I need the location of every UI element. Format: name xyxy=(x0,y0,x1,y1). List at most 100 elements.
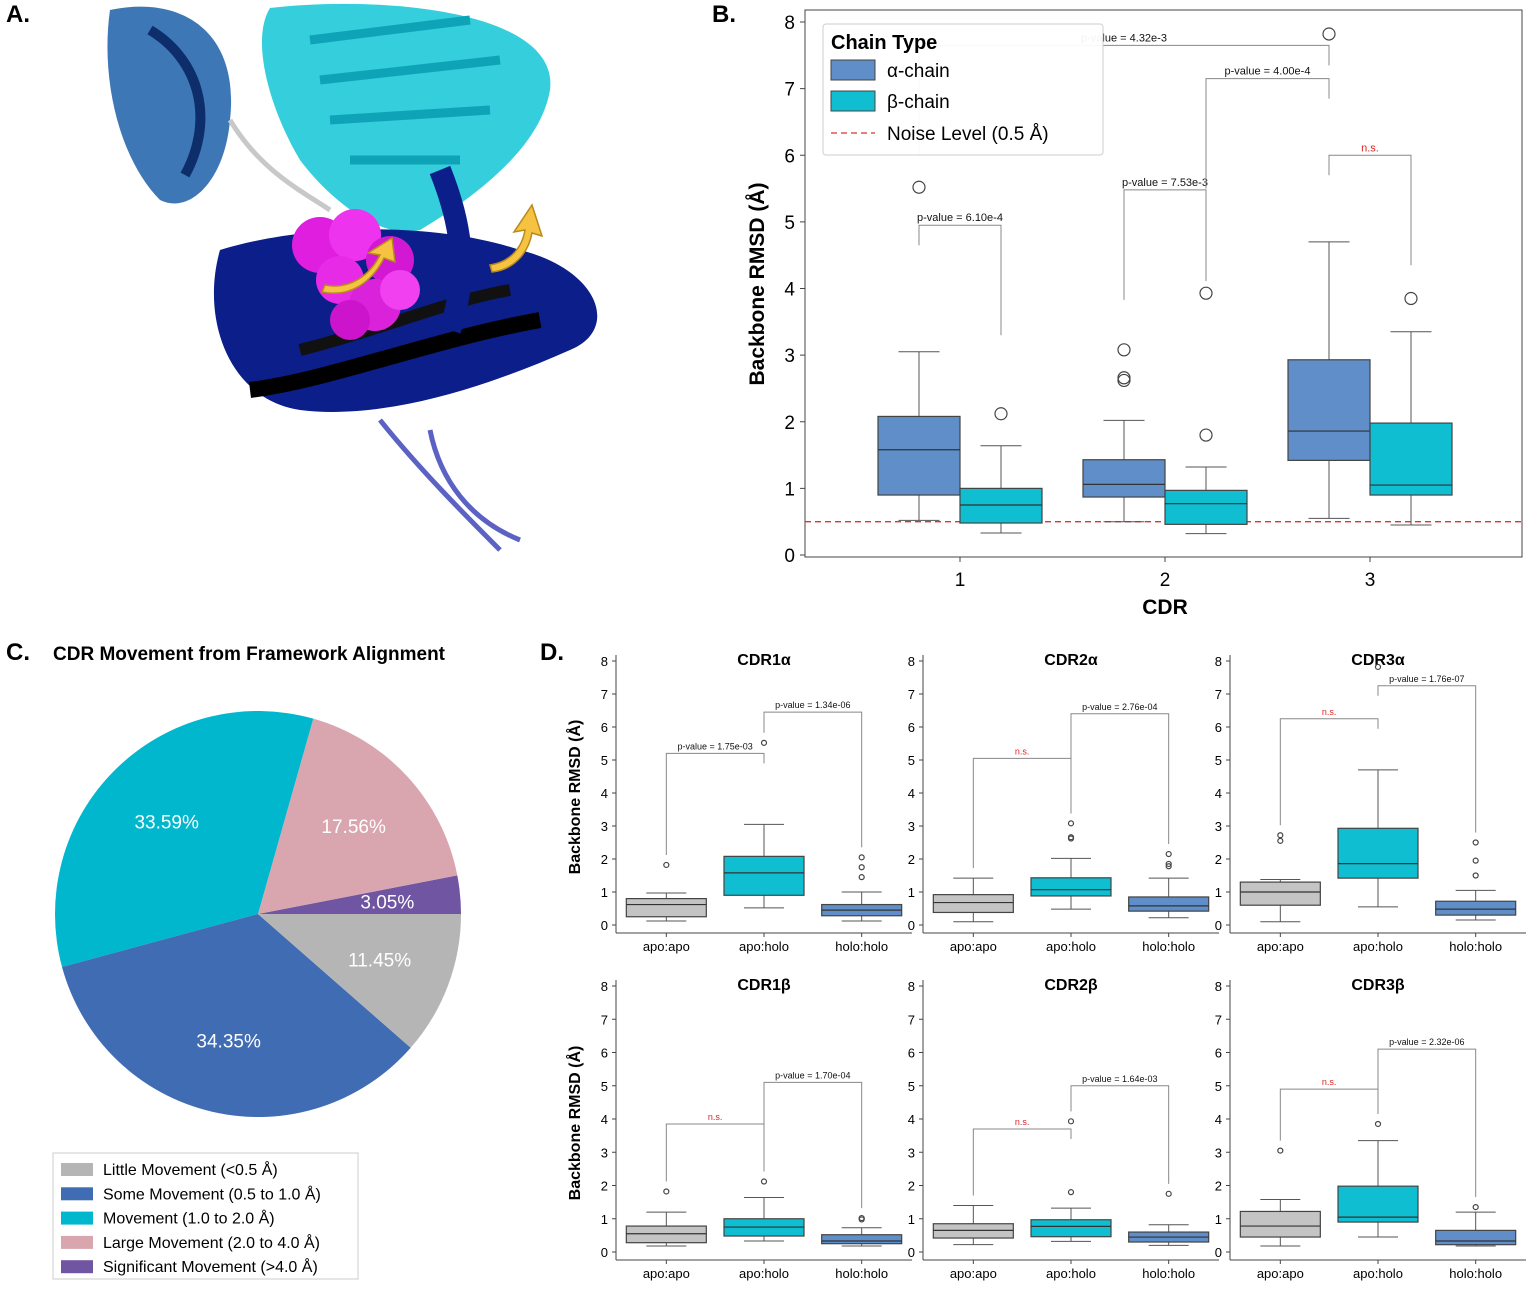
y-tick-label: 1 xyxy=(908,885,915,900)
box-apo-holo xyxy=(1030,1118,1112,1242)
box-iqr xyxy=(1369,422,1453,496)
pie-slice-2 xyxy=(55,710,314,967)
y-tick-label: 8 xyxy=(601,979,608,994)
pie-slice-4 xyxy=(258,875,461,914)
panel-b-chart: 0 1 2 3 4 5 6 7 8 1 2 3 CDR Backbone RMSD (Å) p-value … xyxy=(745,9,1523,619)
annotation-1-bracket xyxy=(1070,713,1170,845)
box-holo-holo xyxy=(1128,850,1210,919)
subplot-title: CDR1α xyxy=(737,652,791,669)
y-tick-label: 3 xyxy=(601,819,608,834)
y-tick-label: 5 xyxy=(601,753,608,768)
y-tick-label: 4 xyxy=(1215,1112,1222,1127)
subplot-title: CDR2β xyxy=(1044,977,1098,994)
box-outlier xyxy=(1067,834,1075,841)
x-tick-label: 3 xyxy=(1365,570,1376,591)
y-tick-label: 3 xyxy=(1215,1145,1222,1160)
x-tick-label: apo:apo xyxy=(950,1266,997,1281)
pie-slice-0 xyxy=(258,914,461,1048)
pie-legend-swatch-0 xyxy=(61,1163,93,1176)
box-beta-cdr1 xyxy=(959,407,1043,534)
y-axis-title: Backbone RMSD (Å) xyxy=(565,720,584,875)
y-tick-label: 2 xyxy=(601,1179,608,1194)
x-tick-label: apo:apo xyxy=(1257,1266,1304,1281)
y-axis-title: Backbone RMSD (Å) xyxy=(745,182,769,385)
y-tick-label: 7 xyxy=(1215,1012,1222,1027)
y-tick-label: 1 xyxy=(601,885,608,900)
box-apo-apo xyxy=(932,1204,1014,1246)
box-outlier xyxy=(1472,872,1479,879)
box-iqr xyxy=(1435,1229,1517,1246)
legend-label-alpha: α-chain xyxy=(887,61,950,82)
box-iqr xyxy=(625,897,707,918)
annotation-0-label: n.s. xyxy=(1322,1077,1337,1087)
annotation-0-label: n.s. xyxy=(708,1112,723,1122)
box-iqr xyxy=(1287,359,1371,461)
box-outlier xyxy=(858,854,865,861)
box-apo-apo xyxy=(625,1188,707,1247)
subplot-3: 0 1 2 3 4 5 6 7 8 apo:apo apo:holo holo:holo CDR1β n.… xyxy=(565,977,912,1281)
box-iqr xyxy=(959,487,1043,524)
y-tick-label: 6 xyxy=(784,146,795,167)
y-tick-label: 7 xyxy=(601,687,608,702)
x-tick-label: holo:holo xyxy=(835,1266,888,1281)
box-outlier xyxy=(1117,371,1131,385)
box-outlier xyxy=(1199,428,1213,442)
legend-box xyxy=(822,23,1104,156)
y-tick-label: 2 xyxy=(1215,1179,1222,1194)
box-iqr xyxy=(1239,1210,1321,1238)
x-tick-label: apo:apo xyxy=(950,939,997,954)
legend-label-beta: β-chain xyxy=(887,92,950,113)
y-tick-label: 5 xyxy=(1215,1079,1222,1094)
box-outlier xyxy=(1374,1120,1382,1128)
y-tick-label: 3 xyxy=(601,1145,608,1160)
box-outlier xyxy=(1165,1190,1172,1197)
legend-swatch-alpha xyxy=(830,59,876,81)
y-tick-label: 5 xyxy=(784,213,795,234)
pie-title: CDR Movement from Framework Alignment xyxy=(53,644,446,665)
annotation-1-label: p-value = 1.70e-04 xyxy=(775,1070,850,1080)
box-outlier xyxy=(760,739,768,746)
box-apo-holo xyxy=(1337,1120,1419,1238)
box-iqr xyxy=(1030,1219,1112,1238)
beta-strands xyxy=(309,15,501,165)
box-outlier xyxy=(858,864,865,871)
annotation-1-bracket xyxy=(1123,189,1207,300)
y-axis-title: Backbone RMSD (Å) xyxy=(565,1046,584,1201)
pie-legend-swatch-3 xyxy=(61,1235,93,1249)
box-iqr xyxy=(821,1234,903,1245)
y-tick-label: 4 xyxy=(601,1112,608,1127)
y-tick-label: 1 xyxy=(601,1212,608,1227)
box-iqr xyxy=(1337,1185,1419,1223)
x-tick-label: apo:holo xyxy=(1046,1266,1096,1281)
box-outlier xyxy=(1117,373,1131,388)
y-tick-label: 4 xyxy=(601,786,608,801)
pie-label-3: 17.56% xyxy=(321,817,386,838)
panel-label-a: A. xyxy=(6,1,30,28)
annotation-1-label: p-value = 7.53e-3 xyxy=(1122,177,1208,189)
annotation-1-label: p-value = 2.32e-06 xyxy=(1389,1037,1464,1047)
box-holo-holo xyxy=(821,854,903,922)
x-tick-label: apo:holo xyxy=(1353,939,1403,954)
y-tick-label: 3 xyxy=(1215,819,1222,834)
box-iqr xyxy=(1164,489,1248,525)
y-tick-label: 2 xyxy=(601,852,608,867)
y-tick-label: 0 xyxy=(601,918,608,933)
y-tick-label: 7 xyxy=(1215,687,1222,702)
box-iqr xyxy=(1435,900,1517,916)
pie-legend-label-2: Movement (1.0 to 2.0 Å) xyxy=(103,1209,275,1228)
subplot-0: 0 1 2 3 4 5 6 7 8 apo:apo apo:holo holo:holo CDR1α p-… xyxy=(565,652,912,954)
box-outlier xyxy=(663,1188,670,1195)
box-apo-apo xyxy=(625,861,707,922)
legend: Chain Type α-chain β-chain Noise Level (0.5… xyxy=(822,23,1104,156)
box-outlier xyxy=(1067,1118,1075,1125)
pie-legend-label-4: Significant Movement (>4.0 Å) xyxy=(103,1257,318,1276)
box-outlier xyxy=(1165,850,1172,858)
box-outlier xyxy=(1472,839,1479,846)
y-tick-label: 8 xyxy=(784,13,795,34)
annotation-0-label: p-value = 1.75e-03 xyxy=(678,741,753,751)
x-tick-label: 1 xyxy=(955,570,966,591)
pie-slice-3 xyxy=(258,718,458,914)
box-outlier xyxy=(994,407,1008,421)
y-tick-label: 6 xyxy=(1215,720,1222,735)
legend-swatch-beta xyxy=(830,90,876,112)
